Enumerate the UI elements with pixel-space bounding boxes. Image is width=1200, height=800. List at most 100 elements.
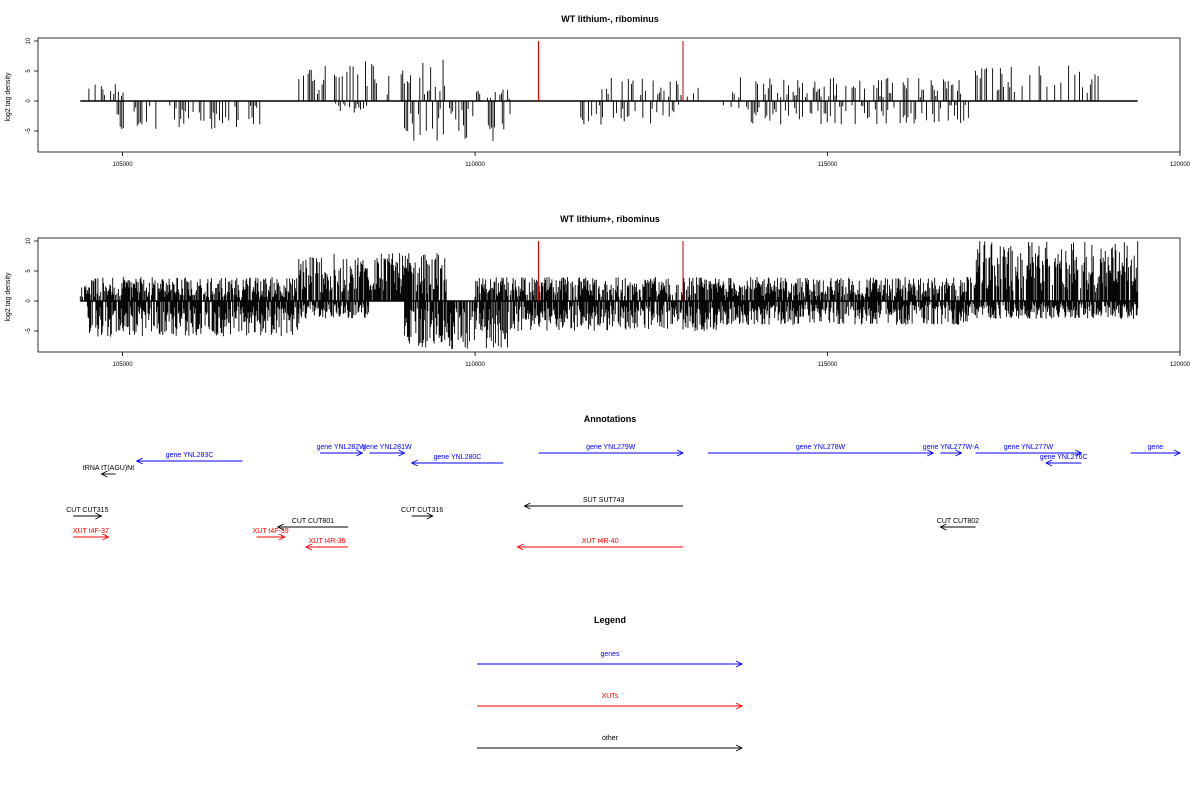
legend-entry-other: other	[477, 735, 744, 752]
annotation-label: XUT t4F-39	[253, 528, 289, 535]
annotation-arrow	[1130, 449, 1182, 457]
annotation-arrow	[1045, 459, 1082, 467]
annotation-arrow	[975, 449, 1083, 457]
y-tick-label: 10	[26, 37, 32, 44]
annotation-label: CUT CUT801	[292, 518, 334, 525]
annotation-arrow	[410, 459, 504, 467]
annotation-arrow	[939, 523, 976, 531]
legend-entry-xut: XUTs	[477, 693, 744, 710]
plot-frame	[37, 237, 1181, 353]
y-tick-label: 10	[26, 237, 32, 244]
annotation-arrow	[100, 470, 116, 478]
annotation-label: XUT t4R-36	[309, 538, 346, 545]
annotation-arrow	[256, 533, 286, 541]
annotation-label: tRNA tT(AGU)Nt	[83, 465, 134, 472]
x-tick-label: 120000	[1170, 162, 1191, 168]
legend-label: XUTs	[602, 693, 619, 700]
annotation-label: gene YNL281W	[362, 444, 412, 451]
annotation-gene: gene YNL280C	[410, 454, 504, 467]
annotation-other: tRNA tT(AGU)Nt	[83, 465, 134, 478]
panel-title: WT lithium-, ribominus	[561, 14, 659, 24]
annotation-gene: gene YNL276C	[1040, 454, 1088, 467]
annotation-arrow	[276, 523, 349, 531]
legend-arrow	[477, 744, 744, 752]
y-axis-label: log2 tag density	[5, 272, 12, 322]
annotation-xut: XUT t4F-37	[73, 528, 110, 541]
annotation-label: SUT SUT743	[583, 497, 625, 504]
annotation-gene: gene YNL283C	[135, 452, 243, 465]
coverage-panel-lithium-minus: WT lithium-, ribominus log2 tag density …	[5, 14, 1191, 168]
annotation-arrow	[319, 449, 364, 457]
annotation-label: XUT t4R-40	[582, 538, 619, 545]
annotation-other: CUT CUT801	[276, 518, 349, 531]
annotation-label: gene YNL276C	[1040, 454, 1088, 461]
y-tick-label: 5	[26, 69, 32, 73]
x-tick-label: 120000	[1170, 362, 1191, 368]
annotation-arrow	[411, 512, 434, 520]
annotation-label: gene YNL282W	[316, 444, 366, 451]
y-tick-label: -5	[26, 328, 32, 334]
annotation-label: gene YNL277W	[1004, 444, 1054, 451]
x-tick-label: 110000	[465, 162, 485, 168]
annotation-other: SUT SUT743	[523, 497, 684, 510]
annotation-arrow	[135, 457, 243, 465]
y-tick-label: -5	[26, 128, 32, 134]
annotation-xut: XUT t4F-39	[253, 528, 289, 541]
panel-title: WT lithium+, ribominus	[560, 214, 660, 224]
annotation-label: CUT CUT315	[66, 507, 108, 514]
y-ticks: -5 0 5 10	[26, 37, 38, 134]
annotation-arrow	[523, 502, 684, 510]
annotation-gene: gene YNL277W-A	[923, 444, 979, 457]
x-ticks: 105000 110000 115000 120000	[113, 152, 1191, 168]
x-ticks: 105000 110000 115000 120000	[113, 352, 1191, 368]
x-tick-label: 110000	[465, 362, 485, 368]
x-tick-label: 105000	[113, 162, 134, 168]
annotation-label: gene	[1148, 444, 1164, 451]
annotation-arrow	[707, 449, 935, 457]
coverage-panel-lithium-plus: WT lithium+, ribominus log2 tag density …	[5, 214, 1191, 368]
y-tick-label: 5	[26, 269, 32, 273]
annotation-gene: gene YNL279W	[538, 444, 685, 457]
annotation-gene: gene YNL278W	[707, 444, 935, 457]
y-ticks: -5 0 5 10	[26, 237, 38, 334]
annotation-gene: gene YNL281W	[362, 444, 412, 457]
annotation-other: CUT CUT315	[66, 507, 109, 520]
annotation-gene: gene YNL277W	[975, 444, 1083, 457]
annotation-label: gene YNL279W	[586, 444, 636, 451]
legend-entry-gene: genes	[477, 651, 744, 668]
annotation-label: CUT CUT802	[937, 518, 979, 525]
annotation-arrow	[940, 449, 963, 457]
annotation-gene: gene YNL282W	[316, 444, 366, 457]
y-axis-label: log2 tag density	[5, 72, 12, 122]
coverage-bars	[80, 41, 1138, 141]
annotation-other: CUT CUT802	[937, 518, 979, 531]
annotations-title: Annotations	[584, 414, 637, 424]
y-tick-label: 0	[26, 299, 32, 303]
legend-title: Legend	[594, 615, 626, 625]
y-tick-label: 0	[26, 99, 32, 103]
annotation-xut: XUT t4R-36	[304, 538, 349, 551]
annotation-other: CUT CUT316	[401, 507, 443, 520]
annotation-arrow	[304, 543, 349, 551]
annotation-xut: XUT t4R-40	[516, 538, 684, 551]
x-tick-label: 105000	[113, 362, 134, 368]
annotation-gene: gene	[1130, 444, 1182, 457]
legend-arrow	[477, 702, 744, 710]
coverage-bars	[79, 241, 1139, 349]
annotation-arrow	[73, 533, 110, 541]
annotation-label: XUT t4F-37	[73, 528, 109, 535]
annotations-track: Annotations tRNA tT(AGU)Nt gene YNL283C ge…	[66, 414, 1182, 551]
legend-label: other	[602, 735, 619, 742]
annotation-arrow	[516, 543, 684, 551]
annotation-label: gene YNL277W-A	[923, 444, 979, 451]
plot-frame	[37, 37, 1181, 153]
annotation-arrow	[73, 512, 103, 520]
annotation-label: gene YNL278W	[796, 444, 846, 451]
annotation-label: gene YNL280C	[434, 454, 482, 461]
annotation-arrow	[369, 449, 406, 457]
x-tick-label: 115000	[818, 362, 838, 368]
legend: Legend genes XUTs other	[477, 615, 744, 752]
legend-arrow	[477, 660, 744, 668]
legend-label: genes	[600, 651, 620, 658]
